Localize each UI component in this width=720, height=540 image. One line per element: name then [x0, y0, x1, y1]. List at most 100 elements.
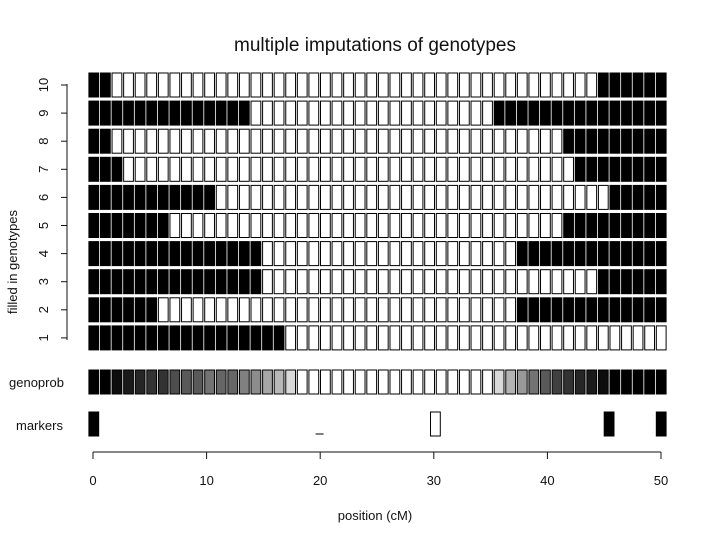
genotype-cell	[447, 128, 459, 154]
genotype-cell	[111, 213, 123, 238]
genoprob-cell	[273, 369, 285, 395]
genotype-cell	[134, 72, 146, 98]
genotype-cell	[621, 156, 632, 182]
genotype-cell	[609, 241, 621, 267]
genoprob-cell	[435, 369, 447, 395]
genotype-cell	[169, 128, 181, 154]
genotype-cell	[551, 297, 563, 323]
genotype-cell	[88, 213, 100, 238]
genotype-cell	[273, 269, 285, 295]
genotype-cell	[435, 156, 447, 182]
genotype-cell	[123, 156, 134, 182]
genotype-cell	[111, 184, 123, 210]
genotype-cell	[412, 100, 424, 126]
genotype-cell	[609, 128, 621, 154]
genotype-cell	[157, 128, 169, 154]
genotype-cell	[447, 213, 459, 238]
genotype-cell	[192, 325, 204, 351]
genotype-cell	[597, 241, 609, 267]
genotype-cell	[493, 241, 505, 267]
genotype-cell	[343, 213, 354, 238]
y-tick-label: 6	[36, 194, 51, 201]
genotype-cell	[238, 213, 250, 238]
genotype-cell	[366, 184, 378, 210]
genotype-cell	[88, 156, 100, 182]
genotype-cell	[227, 241, 239, 267]
genotype-cell	[597, 72, 609, 98]
genotype-cell	[320, 325, 331, 351]
genotype-cell	[181, 269, 192, 295]
genotype-cell	[540, 184, 551, 210]
genotype-cell	[123, 128, 134, 154]
genotype-cell	[227, 325, 239, 351]
genotype-cell	[621, 241, 632, 267]
marker	[655, 411, 667, 437]
genotype-cell	[493, 128, 505, 154]
genotype-cell	[99, 72, 111, 98]
genoprob-cell	[621, 369, 632, 395]
genotype-cell	[574, 325, 586, 351]
genotype-cell	[296, 156, 308, 182]
genotype-cell	[412, 184, 424, 210]
imputation-row-6	[88, 184, 667, 210]
imputation-row-2	[88, 297, 667, 323]
genotype-cell	[389, 241, 401, 267]
genotype-cell	[262, 184, 273, 210]
genotype-cell	[597, 100, 609, 126]
genotype-cell	[227, 213, 239, 238]
genotype-cell	[540, 269, 551, 295]
genotype-cell	[285, 128, 297, 154]
genotype-cell	[181, 184, 192, 210]
genotype-cell	[586, 100, 598, 126]
genotype-cell	[412, 241, 424, 267]
genotype-cell	[412, 269, 424, 295]
genotype-cell	[273, 213, 285, 238]
genotype-cell	[586, 269, 598, 295]
genotype-cell	[192, 72, 204, 98]
marker	[88, 411, 100, 437]
genotype-cell	[412, 213, 424, 238]
genoprob-cell	[470, 369, 482, 395]
genotype-cell	[505, 297, 517, 323]
genotype-cell	[99, 241, 111, 267]
genotype-cell	[320, 241, 331, 267]
genotype-cell	[482, 128, 493, 154]
genotype-cell	[574, 269, 586, 295]
genotype-cell	[204, 184, 215, 210]
genotype-cell	[192, 184, 204, 210]
genoprob-cell	[609, 369, 621, 395]
genotype-cell	[273, 128, 285, 154]
genotype-cell	[435, 72, 447, 98]
genotype-cell	[192, 297, 204, 323]
imputation-rows	[88, 72, 667, 351]
genotype-cell	[123, 100, 134, 126]
genotype-cell	[632, 213, 644, 238]
genoprob-cell	[296, 369, 308, 395]
imputation-row-7	[88, 156, 667, 182]
genotype-cell	[389, 213, 401, 238]
genotype-cell	[609, 269, 621, 295]
genotype-cell	[215, 297, 227, 323]
genotype-cell	[632, 72, 644, 98]
genoprob-cell	[516, 369, 528, 395]
genotype-cell	[204, 325, 215, 351]
genotype-cell	[296, 297, 308, 323]
y-tick-label: 8	[36, 138, 51, 145]
genoprob-cell	[632, 369, 644, 395]
genotype-cell	[470, 297, 482, 323]
genoprob-cell	[262, 369, 273, 395]
genotype-cell	[157, 213, 169, 238]
genoprob-cell	[401, 369, 412, 395]
genotype-cell	[401, 297, 412, 323]
genotype-cell	[482, 241, 493, 267]
genotype-cell	[377, 72, 389, 98]
genotype-cell	[285, 72, 297, 98]
genotype-cell	[644, 269, 656, 295]
genotype-cell	[401, 213, 412, 238]
genotype-cell	[609, 213, 621, 238]
genotype-cell	[389, 269, 401, 295]
genotype-cell	[447, 325, 459, 351]
genotype-cell	[215, 269, 227, 295]
genotype-cell	[377, 128, 389, 154]
genotype-cell	[470, 184, 482, 210]
